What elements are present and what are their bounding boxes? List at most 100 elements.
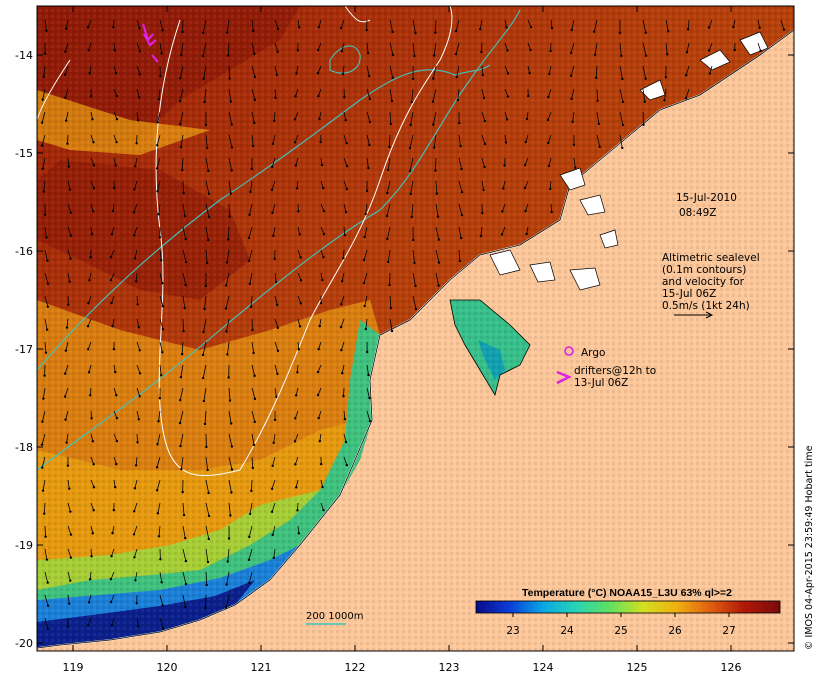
velocity-arrow	[365, 203, 368, 215]
velocity-arrow-head	[665, 53, 669, 56]
velocity-arrow	[296, 180, 299, 189]
velocity-arrow	[182, 295, 186, 309]
velocity-arrow-head	[782, 28, 786, 31]
velocity-arrow-head	[322, 508, 325, 512]
velocity-arrow	[112, 525, 115, 534]
velocity-arrow	[111, 548, 115, 557]
contour-200m	[37, 9, 521, 471]
velocity-arrow-head	[435, 192, 439, 195]
velocity-arrow-head	[115, 94, 118, 98]
velocity-arrow	[504, 19, 507, 28]
velocity-arrow-head	[459, 144, 462, 148]
velocity-arrow-head	[138, 73, 142, 76]
velocity-arrow-head	[202, 77, 205, 81]
velocity-arrow-head	[92, 187, 96, 190]
velocity-arrow-head	[409, 192, 412, 196]
velocity-arrow-head	[110, 554, 113, 558]
lat-tick-label: -15	[15, 147, 33, 160]
velocity-arrow	[274, 318, 279, 328]
velocity-arrow	[228, 387, 231, 401]
velocity-arrow	[780, 19, 785, 30]
velocity-arrow	[89, 65, 92, 74]
velocity-arrow	[389, 42, 394, 56]
velocity-arrow-head	[203, 422, 207, 426]
velocity-arrow	[203, 318, 207, 333]
velocity-arrow-head	[181, 30, 184, 34]
velocity-arrow	[527, 19, 532, 28]
velocity-arrow	[409, 157, 414, 172]
velocity-arrow	[251, 111, 255, 123]
velocity-arrow-head	[340, 302, 343, 306]
velocity-arrow	[90, 111, 93, 120]
velocity-arrow	[525, 134, 529, 143]
velocity-arrow	[205, 203, 210, 218]
velocity-arrow	[251, 19, 254, 31]
credit-text: © IMOS 04-Apr-2015 23:59:49 Hobart time	[804, 445, 815, 650]
velocity-arrow-head	[155, 167, 159, 170]
velocity-arrow-head	[253, 397, 257, 401]
velocity-arrow-head	[322, 209, 326, 213]
velocity-arrow	[136, 318, 140, 328]
velocity-arrow	[387, 157, 391, 171]
velocity-arrow-head	[275, 303, 279, 307]
velocity-arrow	[67, 180, 71, 190]
velocity-arrow	[157, 111, 161, 123]
velocity-arrow	[205, 226, 209, 241]
velocity-arrow-head	[181, 168, 184, 172]
velocity-arrow-head	[570, 97, 573, 101]
velocity-arrow-head	[182, 329, 185, 333]
velocity-arrow	[273, 548, 276, 558]
velocity-arrow-head	[91, 532, 94, 535]
velocity-arrow-head	[621, 146, 624, 150]
velocity-arrow-head	[248, 282, 252, 286]
velocity-arrow	[204, 88, 207, 103]
velocity-arrow	[136, 88, 140, 98]
velocity-arrow-head	[180, 53, 183, 57]
altimetry-line: 0.5m/s (1kt 24h)	[662, 300, 750, 312]
velocity-arrow	[205, 249, 208, 264]
velocity-arrow	[458, 203, 463, 216]
velocity-arrow-head	[225, 31, 229, 34]
velocity-arrow-head	[479, 27, 482, 31]
velocity-arrow	[135, 272, 138, 282]
velocity-arrow	[294, 410, 299, 419]
velocity-arrow	[44, 594, 49, 606]
velocity-arrow	[90, 410, 93, 419]
velocity-arrow-head	[179, 398, 182, 402]
velocity-arrow	[341, 42, 345, 52]
velocity-arrow-head	[64, 418, 67, 421]
velocity-arrow	[411, 203, 414, 217]
velocity-arrow	[480, 226, 483, 237]
velocity-arrow-head	[179, 145, 183, 149]
velocity-arrow	[273, 433, 276, 443]
velocity-arrow-head	[204, 123, 208, 127]
velocity-arrow-head	[482, 188, 485, 192]
velocity-arrow-head	[295, 72, 298, 75]
velocity-arrow-head	[548, 72, 551, 76]
velocity-arrow	[136, 42, 141, 52]
velocity-arrow-head	[667, 30, 670, 33]
velocity-arrow-head	[318, 439, 322, 443]
velocity-arrow-head	[69, 510, 72, 513]
velocity-arrow-head	[225, 330, 228, 333]
velocity-arrow	[547, 134, 552, 144]
velocity-arrow-head	[620, 54, 623, 58]
lon-tick: 119	[63, 6, 84, 674]
velocity-arrow	[366, 65, 370, 77]
velocity-arrow-head	[63, 395, 67, 398]
velocity-arrow-head	[272, 441, 275, 445]
velocity-arrow-head	[707, 49, 711, 52]
velocity-arrow-head	[226, 353, 229, 356]
velocity-arrow-head	[63, 372, 67, 375]
velocity-arrow-head	[184, 582, 188, 586]
velocity-arrow	[158, 203, 161, 215]
velocity-arrow-head	[156, 512, 160, 515]
velocity-arrow	[664, 88, 667, 101]
velocity-arrow	[271, 479, 276, 489]
velocity-arrow-head	[41, 167, 44, 170]
velocity-arrow-head	[184, 260, 188, 264]
velocity-arrow-head	[229, 192, 232, 195]
velocity-arrow	[320, 502, 324, 511]
velocity-arrow-head	[224, 606, 228, 609]
velocity-arrow-head	[89, 394, 92, 397]
